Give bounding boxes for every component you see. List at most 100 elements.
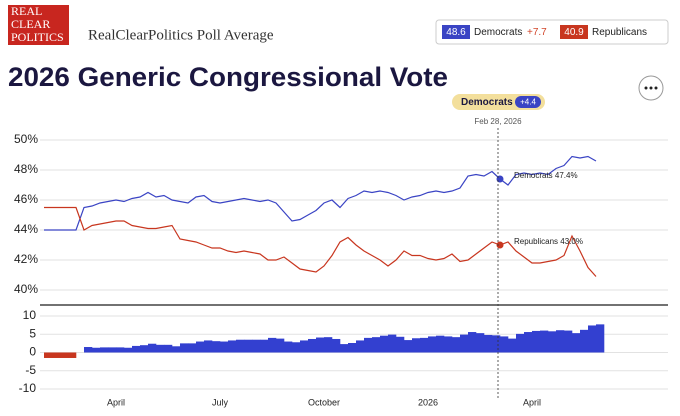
bar <box>412 338 421 353</box>
legend-swatch <box>560 25 588 39</box>
y-tick-label: 0 <box>29 345 36 359</box>
bar <box>428 336 437 353</box>
bar <box>292 342 301 353</box>
bar <box>60 352 69 358</box>
bar <box>132 345 141 353</box>
x-tick-label: April <box>107 397 125 407</box>
bar <box>340 344 349 353</box>
bar <box>348 343 357 353</box>
bar <box>548 331 557 353</box>
bar <box>564 330 573 353</box>
y-tick-label: 50% <box>14 132 38 146</box>
legend-value: 40.9 <box>564 27 584 38</box>
y-tick-label: 44% <box>14 222 38 236</box>
bar <box>108 347 117 353</box>
bar <box>172 346 181 353</box>
legend <box>435 19 669 45</box>
legend-label: Republicans <box>592 27 647 38</box>
hover-dot <box>496 241 504 249</box>
source: RealClearPolitics Poll Average <box>88 27 274 43</box>
bar <box>84 347 93 353</box>
bar <box>540 330 549 353</box>
bar <box>580 329 589 353</box>
bar <box>204 340 213 353</box>
bar <box>588 325 597 353</box>
bar <box>140 345 149 353</box>
y-tick-label: -5 <box>25 363 36 377</box>
y-tick-label: 40% <box>14 282 38 296</box>
bar <box>596 324 605 353</box>
bar <box>364 337 373 353</box>
bar <box>180 343 189 353</box>
bar <box>516 333 525 353</box>
bar <box>52 352 61 358</box>
bar <box>524 332 533 353</box>
bar <box>188 343 197 353</box>
bar <box>196 341 205 353</box>
tooltip-badge <box>515 96 541 108</box>
title: 2026 Generic Congressional Vote <box>8 62 448 92</box>
x-tick-label: July <box>212 397 229 407</box>
legend-value: 48.6 <box>446 27 466 38</box>
bar <box>444 336 453 353</box>
bar <box>500 336 509 353</box>
bar <box>380 335 389 353</box>
bar <box>460 334 469 353</box>
logo-text: REAL <box>11 4 42 18</box>
logo <box>8 5 69 45</box>
bar <box>100 347 109 353</box>
logo-text: CLEAR <box>11 17 50 31</box>
series-line <box>44 206 597 277</box>
bar <box>420 337 429 353</box>
annotation: Republicans 43.0% <box>514 237 583 246</box>
bar <box>572 333 581 353</box>
bar <box>404 340 413 353</box>
bar <box>532 330 541 353</box>
bar <box>148 343 157 353</box>
annotation: Democrats 47.4% <box>514 171 578 180</box>
bar <box>308 338 317 353</box>
y-tick-label: 42% <box>14 252 38 266</box>
bar <box>68 352 77 358</box>
x-tick-label: 2026 <box>418 397 438 407</box>
bar <box>236 339 245 353</box>
bar <box>164 344 173 353</box>
bar <box>156 344 165 353</box>
series-line <box>44 155 597 231</box>
menu-button[interactable] <box>638 75 664 101</box>
bar <box>220 341 229 353</box>
bar <box>92 347 101 353</box>
hover-dot <box>496 175 504 183</box>
bar <box>300 340 309 353</box>
bar <box>260 339 269 353</box>
legend-lead: +7.7 <box>527 27 547 38</box>
y-tick-label: 5 <box>29 326 36 340</box>
tooltip-spread: +4.4 <box>520 98 536 107</box>
bar <box>508 338 517 353</box>
bar <box>116 347 125 353</box>
bar <box>212 341 221 353</box>
bar <box>476 333 485 353</box>
tooltip-date: Feb 28, 2026 <box>474 117 522 126</box>
legend-swatch <box>442 25 470 39</box>
bar <box>356 340 365 353</box>
bar <box>124 347 133 353</box>
bar <box>316 337 325 353</box>
bar <box>436 335 445 353</box>
bar <box>468 332 477 353</box>
x-tick-label: April <box>523 397 541 407</box>
bar <box>284 341 293 353</box>
bar <box>268 337 277 353</box>
legend-label: Democrats <box>474 27 522 38</box>
y-tick-label: -10 <box>19 381 37 395</box>
bar <box>332 338 341 353</box>
bar <box>388 334 397 353</box>
bar <box>492 335 501 353</box>
bar <box>44 352 53 358</box>
bar <box>452 337 461 353</box>
y-tick-label: 46% <box>14 192 38 206</box>
tooltip-label: Democrats <box>461 97 513 108</box>
y-tick-label: 10 <box>23 308 37 322</box>
